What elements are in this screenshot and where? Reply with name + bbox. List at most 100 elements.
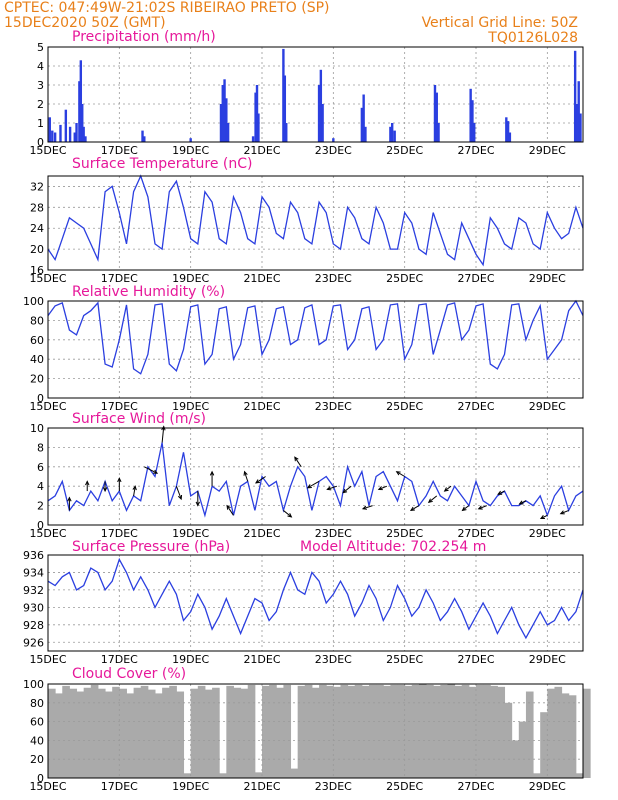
header-grid-note: Vertical Grid Line: 50Z	[422, 15, 578, 31]
cloud-area-bar	[204, 689, 213, 778]
cloud-area-bar	[319, 684, 327, 778]
temp-xtick-label: 29DEC	[529, 272, 566, 285]
wind-ytick-label: 0	[37, 519, 44, 532]
header-date: 15DEC2020 50Z (GMT)	[4, 15, 166, 31]
precip-xtick-label: 25DEC	[386, 144, 423, 157]
cloud-area-bar	[540, 712, 548, 778]
cloud-area-bar	[561, 693, 570, 778]
precip-bar	[226, 123, 230, 142]
wind-vector-shaft	[478, 505, 487, 510]
cloud-area-bar	[276, 687, 284, 778]
cloud-area-bar	[176, 691, 185, 778]
rh-xtick-label: 17DEC	[101, 400, 138, 413]
precip-bar	[73, 132, 76, 142]
cloud-area-bar	[283, 684, 292, 778]
precip-xtick-label: 29DEC	[529, 144, 566, 157]
rh-frame	[47, 300, 584, 399]
precip-bar	[282, 48, 285, 142]
precip-xtick-label: 19DEC	[172, 144, 209, 157]
wind-wind-vector	[195, 491, 200, 507]
wind-vector-shaft	[244, 471, 249, 482]
wind-vector-head	[102, 487, 108, 493]
wind-vector-shaft	[560, 509, 569, 515]
wind-wind-vector	[294, 456, 302, 468]
precip-bar	[283, 75, 287, 142]
wind-wind-vector	[497, 490, 505, 495]
precip-bar	[435, 92, 438, 142]
pres-xtick-label: 27DEC	[457, 653, 494, 666]
wind-wind-vector	[559, 509, 569, 515]
cloud-area-bar	[240, 688, 249, 778]
temp-frame	[47, 175, 584, 271]
pres-xtick-label: 21DEC	[243, 653, 280, 666]
wind-ytick-label: 8	[37, 441, 44, 454]
precip-bar	[143, 136, 146, 142]
rh-ytick-label: 40	[30, 353, 44, 366]
precip-bar	[317, 85, 321, 142]
wind-wind-vector	[342, 485, 352, 494]
rh-ytick-label: 100	[23, 295, 44, 308]
rh-ytick-label: 20	[30, 373, 44, 386]
wind-vector-head	[195, 501, 200, 507]
precip-bar	[573, 50, 577, 142]
wind-vector-shaft	[497, 490, 505, 495]
cloud-panel: 0 20 40 60 80 100 15DEC 17DEC 19DEC 21DEC 23DEC 25D…	[23, 666, 591, 793]
precip-bar	[393, 130, 396, 142]
cloud-area-bar	[169, 685, 177, 778]
wind-wind-vector	[255, 476, 266, 484]
cloud-area-bar	[468, 686, 477, 778]
cloud-area-bar	[212, 687, 220, 778]
pres-xtick-label: 23DEC	[315, 653, 352, 666]
precip-bar	[189, 138, 192, 142]
precip-bar	[390, 123, 394, 142]
cloud-area-bar	[162, 687, 170, 778]
wind-xtick-label: 21DEC	[243, 527, 280, 540]
wind-vector-shaft	[294, 456, 302, 468]
cloud-area-bar	[262, 685, 270, 778]
temp-xtick-label: 23DEC	[315, 272, 352, 285]
pres-xtick-label: 29DEC	[529, 653, 566, 666]
pres-xtick-label: 25DEC	[386, 653, 423, 666]
wind-vector-shaft	[396, 471, 405, 477]
cloud-xtick-label: 17DEC	[101, 780, 138, 793]
cloud-area-bar	[133, 687, 142, 778]
precip-bar	[82, 126, 85, 142]
precip-bar	[221, 85, 224, 142]
cloud-area-bar	[290, 768, 299, 778]
wind-vector-shaft	[283, 510, 292, 518]
wind-vector-head	[559, 510, 565, 515]
wind-vector-head	[518, 500, 524, 505]
wind-vector-shaft	[410, 505, 420, 511]
precip-bar	[225, 98, 228, 142]
wind-vector-shaft	[144, 466, 158, 474]
wind-vector-shaft	[307, 480, 320, 489]
wind-wind-vector	[144, 466, 159, 474]
precip-ytick-label: 3	[37, 79, 44, 92]
cloud-xtick-label: 29DEC	[529, 780, 566, 793]
precip-bar	[506, 121, 510, 142]
precip-bar	[51, 130, 54, 142]
precip-bar	[437, 123, 440, 142]
precip-bar	[389, 126, 392, 142]
wind-wind-vector	[85, 480, 90, 492]
cloud-area-bar	[326, 685, 334, 778]
header-location: CPTEC: 047:49W-21:02S RIBEIRAO PRETO (SP…	[4, 0, 330, 16]
cloud-ytick-label: 100	[23, 678, 44, 691]
wind-vector-head	[117, 477, 122, 483]
wind-wind-vector	[443, 485, 452, 492]
wind-wind-vector	[326, 485, 338, 491]
cloud-area-bar	[247, 684, 256, 778]
precip-bar	[360, 107, 364, 142]
temp-ytick-label: 20	[30, 243, 44, 256]
temp-ytick-label: 16	[30, 264, 44, 277]
precip-bar	[53, 132, 57, 142]
precip-ytick-label: 0	[37, 136, 44, 149]
precip-bar	[79, 60, 83, 142]
pres-xtick-label: 15DEC	[29, 653, 66, 666]
cloud-area-bar	[383, 685, 391, 778]
wind-vector-head	[161, 425, 166, 431]
wind-wind-vector	[518, 500, 527, 505]
wind-wind-vector	[395, 471, 405, 477]
cloud-area-bar	[269, 684, 277, 778]
wind-vector-head	[177, 494, 183, 501]
